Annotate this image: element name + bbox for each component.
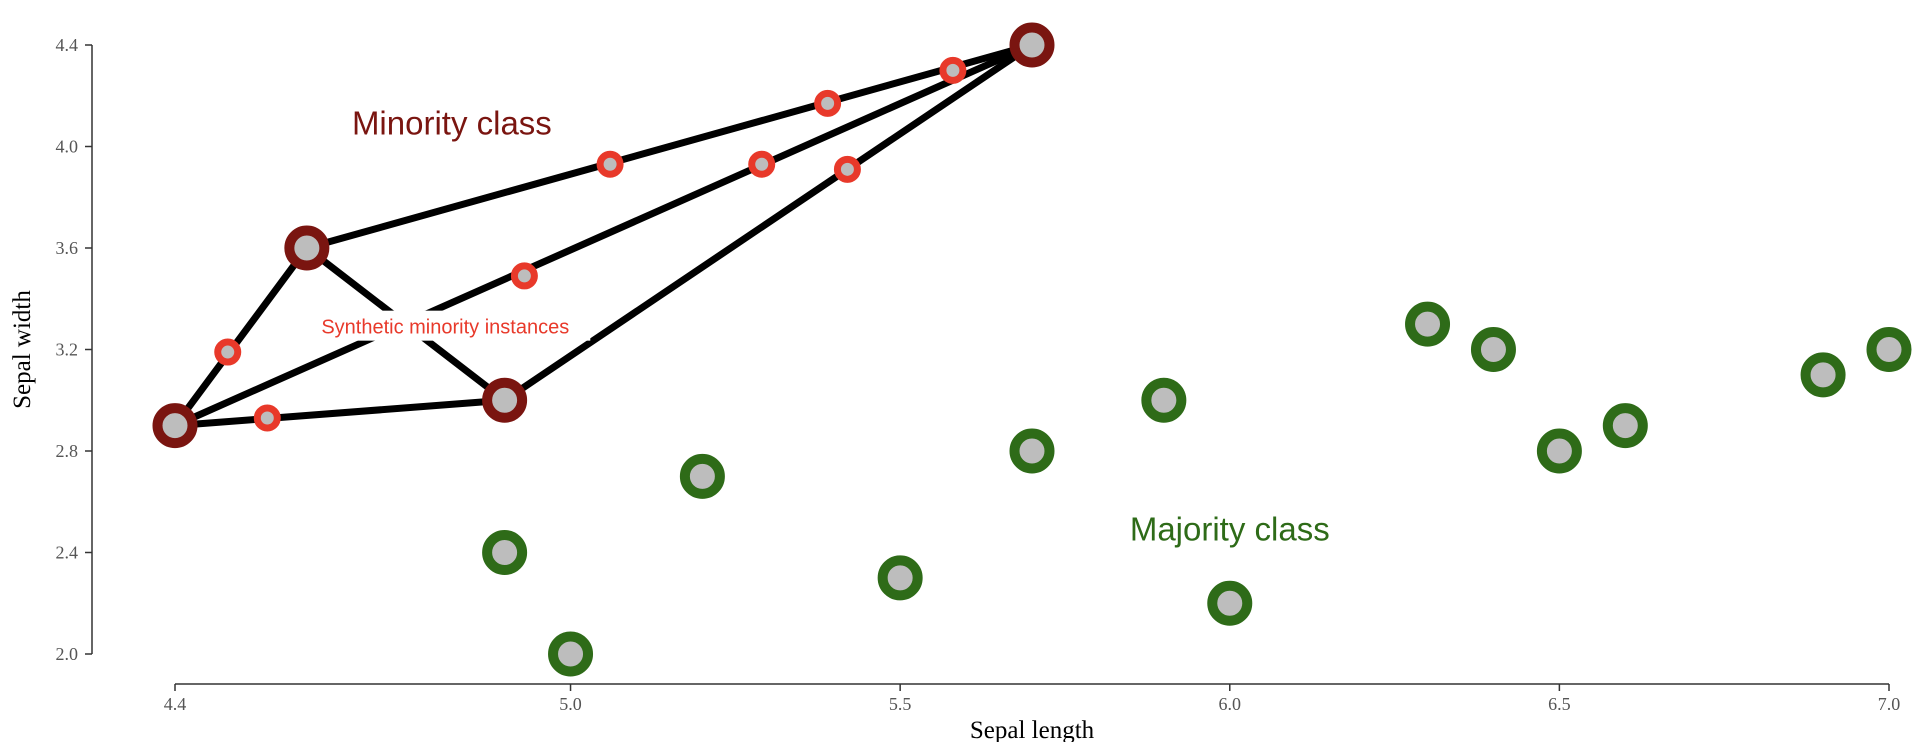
neighbor-edge — [501, 41, 1036, 404]
synthetic-point — [748, 150, 776, 178]
x-tick-label: 5.5 — [889, 694, 912, 714]
synthetic-point — [214, 338, 242, 366]
majority-point — [1470, 327, 1516, 372]
annotations: Minority class Synthetic minority instanc… — [300, 105, 1330, 548]
x-tick-label: 4.4 — [164, 694, 187, 714]
majority-point — [1141, 377, 1187, 423]
majority-point — [1800, 352, 1846, 398]
neighbor-edge — [171, 244, 311, 430]
majority-point — [679, 453, 725, 499]
y-tick-label: 2.0 — [56, 644, 79, 664]
minority-point — [1009, 22, 1055, 68]
neighbor-edge — [171, 396, 509, 430]
synthetic-point — [833, 155, 861, 183]
y-ticks: 2.0 2.4 2.8 3.2 3.6 4.0 4.4 — [56, 35, 92, 664]
neighbor-edge — [171, 41, 1036, 430]
majority-class-label: Majority class — [1130, 511, 1330, 548]
majority-point — [1602, 403, 1648, 449]
majority-point — [1207, 580, 1253, 626]
x-tick-label: 6.5 — [1548, 694, 1571, 714]
synthetic-point — [939, 56, 967, 84]
x-ticks: 4.4 5.0 5.5 6.0 6.5 7.0 — [164, 684, 1901, 714]
minority-class-label: Minority class — [352, 105, 552, 142]
majority-point — [1866, 327, 1912, 372]
y-tick-label: 2.8 — [56, 441, 79, 461]
synthetic-point — [253, 404, 281, 432]
x-tick-label: 5.0 — [559, 694, 582, 714]
majority-point — [1536, 428, 1582, 474]
majority-point — [1405, 301, 1451, 347]
data-points — [152, 22, 1912, 677]
synthetic-label: Synthetic minority instances — [321, 317, 569, 339]
y-tick-label: 2.4 — [56, 543, 79, 563]
majority-point — [482, 530, 528, 575]
neighbor-edges — [171, 41, 1036, 430]
x-axis-title: Sepal length — [970, 717, 1095, 742]
y-tick-label: 3.2 — [56, 340, 79, 360]
minority-point — [482, 377, 528, 423]
synthetic-point — [814, 89, 842, 117]
synthetic-label-background — [300, 310, 591, 341]
x-tick-label: 7.0 — [1878, 694, 1901, 714]
y-tick-label: 4.0 — [56, 137, 79, 157]
y-axis-title: Sepal width — [9, 290, 36, 409]
majority-point — [548, 631, 594, 677]
x-tick-label: 6.0 — [1219, 694, 1242, 714]
synthetic-point — [596, 150, 624, 178]
y-tick-label: 4.4 — [56, 35, 79, 55]
neighbor-edge — [303, 41, 1036, 252]
majority-point — [1009, 428, 1055, 474]
majority-point — [877, 555, 923, 601]
synthetic-point — [510, 262, 538, 290]
minority-point — [284, 225, 330, 271]
y-tick-label: 3.6 — [56, 238, 79, 258]
minority-point — [152, 403, 198, 449]
